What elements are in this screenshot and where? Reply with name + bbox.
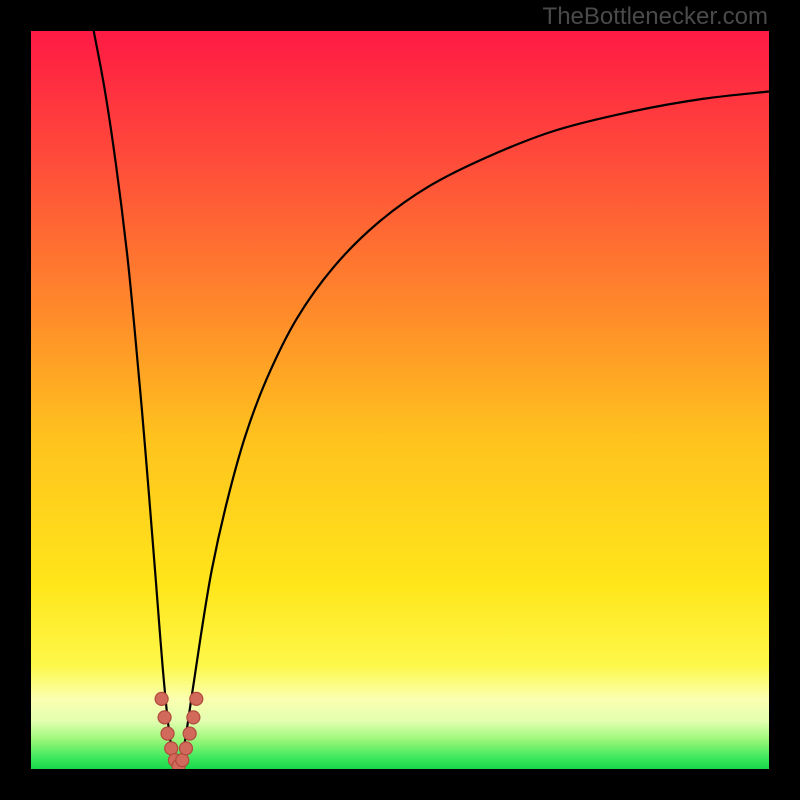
data-marker	[179, 742, 192, 755]
marker-group	[155, 692, 203, 772]
data-marker	[161, 727, 174, 740]
curve-left	[94, 31, 177, 767]
data-marker	[183, 727, 196, 740]
chart-svg	[0, 0, 800, 800]
chart-root: TheBottlenecker.com	[0, 0, 800, 800]
data-marker	[187, 711, 200, 724]
data-marker	[190, 692, 203, 705]
data-marker	[155, 692, 168, 705]
data-marker	[165, 742, 178, 755]
data-marker	[158, 711, 171, 724]
watermark-text: TheBottlenecker.com	[543, 3, 768, 31]
curve-right	[180, 92, 769, 767]
data-marker	[176, 754, 189, 767]
